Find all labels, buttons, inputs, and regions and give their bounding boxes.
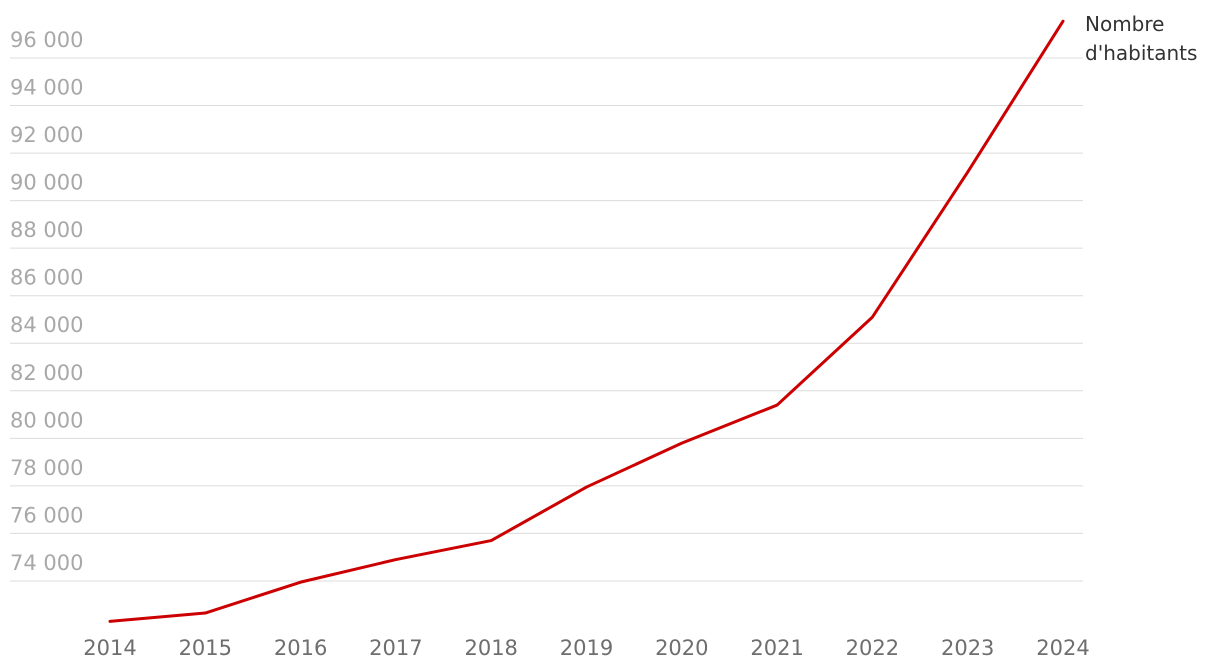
y-tick-label: 86 000 <box>10 266 83 290</box>
x-tick-label: 2023 <box>941 636 994 660</box>
y-tick-label: 74 000 <box>10 551 83 575</box>
x-tick-label: 2024 <box>1036 636 1089 660</box>
y-tick-label: 94 000 <box>10 76 83 100</box>
y-tick-label: 84 000 <box>10 313 83 337</box>
x-tick-label: 2019 <box>560 636 613 660</box>
y-tick-label: 90 000 <box>10 171 83 195</box>
x-tick-label: 2018 <box>464 636 517 660</box>
y-tick-label: 82 000 <box>10 361 83 385</box>
x-tick-label: 2021 <box>750 636 803 660</box>
x-tick-label: 2015 <box>179 636 232 660</box>
y-tick-label: 80 000 <box>10 408 83 432</box>
series-label: Nombre d'habitants <box>1085 12 1198 65</box>
x-tick-label: 2014 <box>83 636 136 660</box>
y-tick-label: 88 000 <box>10 218 83 242</box>
y-tick-label: 96 000 <box>10 28 83 52</box>
y-tick-label: 76 000 <box>10 503 83 527</box>
x-tick-label: 2017 <box>369 636 422 660</box>
y-tick-label: 78 000 <box>10 456 83 480</box>
series-line <box>108 19 1065 623</box>
x-tick-label: 2020 <box>655 636 708 660</box>
y-tick-label: 92 000 <box>10 123 83 147</box>
x-tick-label: 2016 <box>274 636 327 660</box>
x-tick-label: 2022 <box>846 636 899 660</box>
